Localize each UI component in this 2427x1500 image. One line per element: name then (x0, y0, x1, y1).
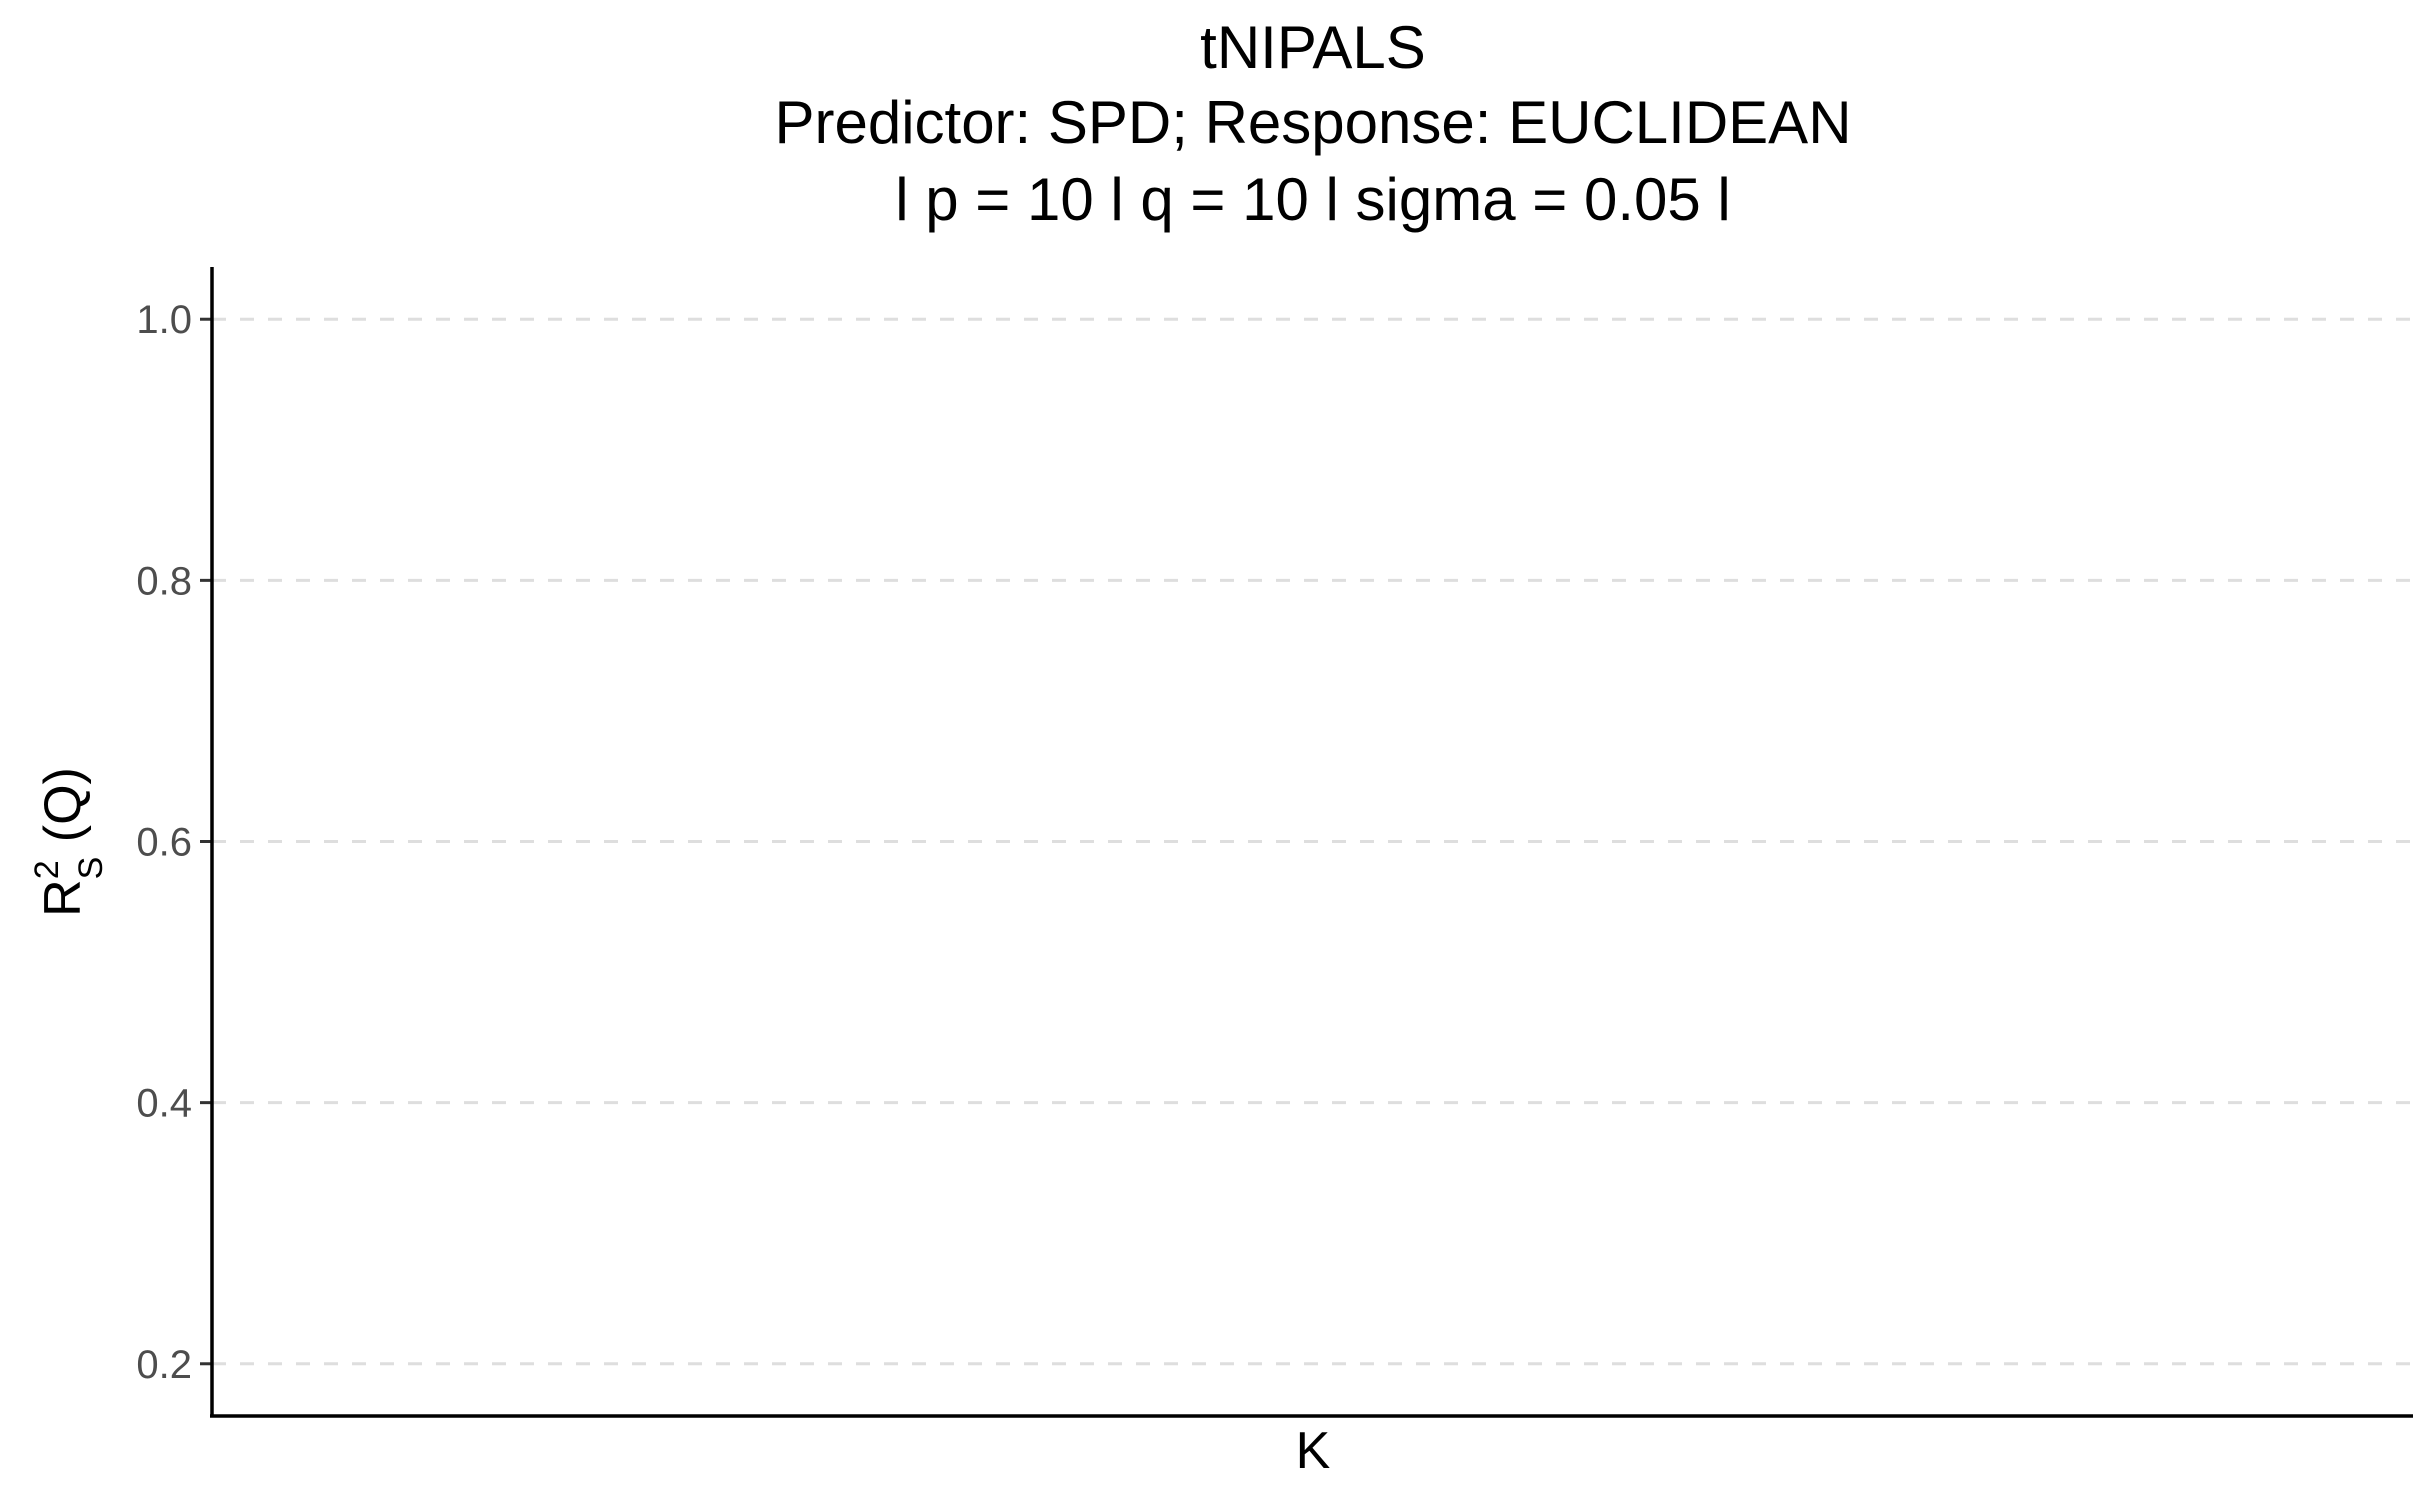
chart-subtitle-params: l p = 10 l q = 10 l sigma = 0.05 l (895, 166, 1731, 233)
chart-subtitle: Predictor: SPD; Response: EUCLIDEAN (774, 89, 1851, 156)
y-grid (212, 317, 2413, 1366)
y-axis-label-suffix: (Q) (34, 767, 92, 857)
y-axis-label-subscript: S (72, 857, 110, 880)
y-axis-label-superscript: 2 (28, 860, 66, 879)
y-tick-label: 0.4 (136, 1082, 192, 1126)
svg-text:R2S (Q): R2 S (Q) (28, 767, 110, 917)
y-axis-label: R2 S (Q) (28, 767, 110, 917)
y-axis-label-base: R (34, 879, 92, 917)
y-tick-label: 0.8 (136, 559, 192, 603)
y-tick-label: 0.2 (136, 1343, 192, 1387)
y-ticks: 0.2 0.4 0.6 0.8 1.0 (136, 298, 212, 1387)
x-axis-label: K (1296, 1422, 1331, 1480)
chart-title: tNIPALS (1200, 14, 1426, 81)
y-tick-label: 1.0 (136, 298, 192, 342)
y-tick-label: 0.6 (136, 821, 192, 865)
